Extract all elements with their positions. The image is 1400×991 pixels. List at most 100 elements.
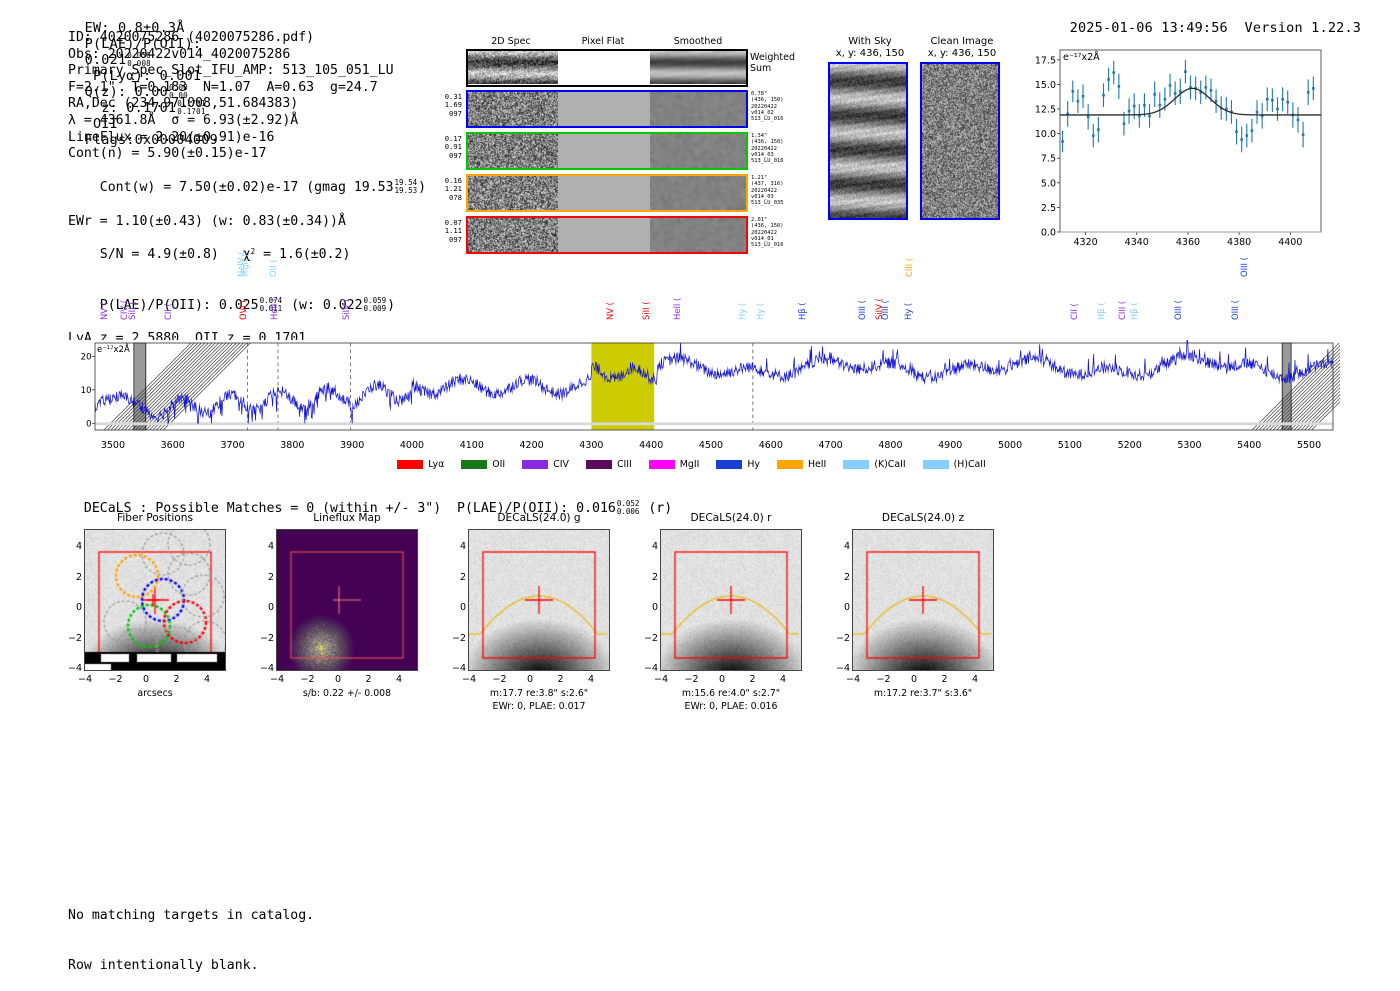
header-ew: EW: 0.8±0.3Å: [84, 20, 185, 36]
fiber-stat-value: 097: [449, 234, 462, 244]
fiber-stat-value: 097: [449, 150, 462, 160]
panel-xtick: 2: [365, 674, 372, 685]
info-cont-n: Cont(n) = 5.90(±0.15)e-17: [68, 146, 267, 162]
spectrum-xtick: 4700: [818, 440, 843, 451]
panel-footline-1: m:17.2 re:3.7" s:3.6": [873, 688, 973, 699]
decals-header-lo: 0.006: [616, 507, 640, 516]
panel-ytick: −4: [67, 663, 82, 674]
panel-image[interactable]: [276, 529, 418, 671]
fiber-pixelflat: [558, 134, 650, 168]
imaging-panel-4[interactable]: DECaLS(24.0) z 4 2 0 −2 −4 −4 −2 0 2 4 m:17.2 re:3.…: [828, 512, 1018, 699]
fiber-meta-line: v014_03: [751, 193, 774, 200]
emission-line-label: OIII (: [1239, 257, 1250, 277]
panel-xtick: 4: [587, 674, 595, 685]
legend-label: (K)CaII: [874, 459, 906, 470]
panel-xtick: −2: [492, 674, 507, 685]
fiber-meta-line: 513_LU_035: [751, 200, 784, 207]
full-spectrum-panel: NV (CIV (SiII (CII (NeIV (MgII (OVI (OII…: [60, 251, 1340, 470]
weighted-sum-strip: [466, 49, 748, 87]
panel-image[interactable]: [852, 529, 994, 671]
legend-swatch: [843, 460, 870, 469]
info-plae-pre: P(LAE)/P(OII): 0.025: [99, 297, 259, 313]
spectrum-xtick: 5100: [1057, 440, 1082, 451]
panel-ytick: −4: [643, 663, 658, 674]
fiber-stat-value: 078: [449, 192, 462, 202]
fiber-meta-line: 513_LU_016: [751, 116, 784, 123]
panel-ytick: 2: [267, 571, 274, 583]
panel-xtick: −2: [684, 674, 699, 685]
panel-image[interactable]: [468, 529, 610, 671]
fiber-stat-value: 0.91: [444, 142, 462, 152]
panel-image[interactable]: [84, 529, 226, 671]
emission-line-label: SiIV (: [340, 298, 351, 320]
cutout-with-sky-title: With Sky: [848, 36, 892, 47]
imaging-panel-3[interactable]: DECaLS(24.0) r 4 2 0 −2 −4 −4 −2 0 2 4 m:15.6 re:4.…: [636, 512, 826, 712]
legend-swatch: [776, 460, 803, 469]
info-primary-spec: Primary Spec_Slot_IFU_AMP: 513_105_051_L…: [68, 63, 394, 79]
panel-footline-2: EWr: 0, PLAE: 0.016: [684, 701, 778, 712]
fiber-meta-line: v014_03: [751, 151, 774, 158]
info-sn-post: = 1.6(±0.2): [255, 246, 351, 262]
decals-header-hi: 0.052: [616, 499, 640, 508]
montage-col-header-pixelflat: Pixel Flat: [581, 36, 625, 47]
imaging-panel-row: NEFiber Positions420−2−4−4−2024arcsecsNE…: [60, 512, 1020, 727]
panel-ytick: −2: [451, 632, 466, 644]
fiber-1-metadata: 1.34" (436, 150) 20220422 v014_03 513_LU_016: [751, 133, 783, 164]
detection-info-block: ID: 4020075286 (4020075286.pdf) Obs: 202…: [68, 30, 426, 347]
panel-ytick: 0: [459, 602, 466, 613]
fiber-stat-value: 097: [449, 108, 462, 118]
emission-line-label: OIII (: [1173, 300, 1184, 320]
fiber-stat-value: 1.21: [444, 184, 462, 194]
panel-ytick: −2: [643, 632, 658, 644]
fiber-0-metadata: 0.78" (436, 150) 20220422 v014_02 513_LU_016: [751, 91, 783, 122]
imaging-panel-2[interactable]: DECaLS(24.0) g 4 2 0 −2 −4 −4 −2 0 2 4 m:17.7 re:3.…: [444, 512, 634, 712]
fiber-meta-line: v014_02: [751, 109, 774, 116]
legend-label: MgII: [679, 459, 700, 470]
decals-header-pre: DECaLS : Possible Matches = 0 (within +/…: [83, 501, 616, 516]
legend-label: Lyα: [428, 459, 445, 470]
panel-ytick: 2: [75, 571, 82, 583]
fiber-pixelflat: [558, 176, 650, 210]
imaging-panel-0[interactable]: Fiber Positions 4 2 0 −2 −4 −4 −2 0 2 4 arcsecs: [60, 512, 250, 699]
fiber-3-stats: 0.07 1.11 097: [434, 218, 462, 244]
panel-xtick: −4: [77, 674, 92, 685]
panel-xtick: −4: [653, 674, 668, 685]
imaging-panel-1[interactable]: Lineflux Map 4 2 0 −2 −4 −4 −2 0 2 4 s/b: 0.22 +/- …: [252, 512, 442, 699]
header-flags: Flags:0x00004009: [84, 132, 218, 148]
panel-xlabel: arcsecs: [137, 688, 173, 699]
panel-ytick: 2: [459, 571, 466, 583]
info-obs: Obs: 20220422v014_4020075286: [68, 46, 291, 62]
panel-xtick: −4: [461, 674, 476, 685]
panel-ytick: −4: [259, 663, 274, 674]
panel-title: DECaLS(24.0) r: [690, 512, 772, 524]
emission-line-label: Hβ (: [1095, 302, 1106, 320]
legend-entry: (K)CaII: [843, 454, 906, 473]
fiber-0-stats: 0.31 1.69 097: [434, 92, 462, 118]
info-chi-exponent: 2: [250, 247, 256, 257]
panel-title: Fiber Positions: [117, 512, 193, 524]
fiber-meta-line: 20220422: [751, 103, 777, 110]
legend-entry: CIII: [585, 454, 632, 473]
spectrum-xtick: 4600: [758, 440, 783, 451]
info-lineflux: LineFlux = 2.20(±0.91)e-16: [68, 129, 275, 145]
info-plae-mid: (w: 0.022: [283, 297, 363, 313]
panel-image[interactable]: [660, 529, 802, 671]
header-plae-value: 0.021: [84, 52, 127, 68]
spectrum-legend: Lyα OII CIV CIII MgII Hy HeII (K)CaII (H)CaII: [60, 454, 1340, 470]
fiber-meta-line: (436, 150): [751, 139, 784, 146]
spectrum-xtick: 3800: [280, 440, 305, 451]
spectrum-xtick: 5400: [1237, 440, 1262, 451]
panel-xtick: −2: [300, 674, 315, 685]
cutout-with-sky: With Sky x, y: 436, 150: [828, 36, 912, 220]
fiber-stat-value: 1.11: [444, 226, 462, 236]
legend-swatch: [397, 460, 424, 469]
legend-entry: OII: [461, 454, 505, 473]
cutout-clean-title: Clean Image: [930, 36, 994, 47]
info-sn: S/N = 4.9(±0.8) χ2 = 1.6(±0.2): [68, 230, 426, 280]
spectrum-xtick: 4000: [399, 440, 425, 451]
panel-xtick: −4: [269, 674, 284, 685]
panel-xtick: 4: [779, 674, 787, 685]
panel-xtick: 0: [526, 674, 534, 685]
legend-entry: MgII: [648, 454, 700, 473]
legend-entry: (H)CaII: [922, 454, 986, 473]
